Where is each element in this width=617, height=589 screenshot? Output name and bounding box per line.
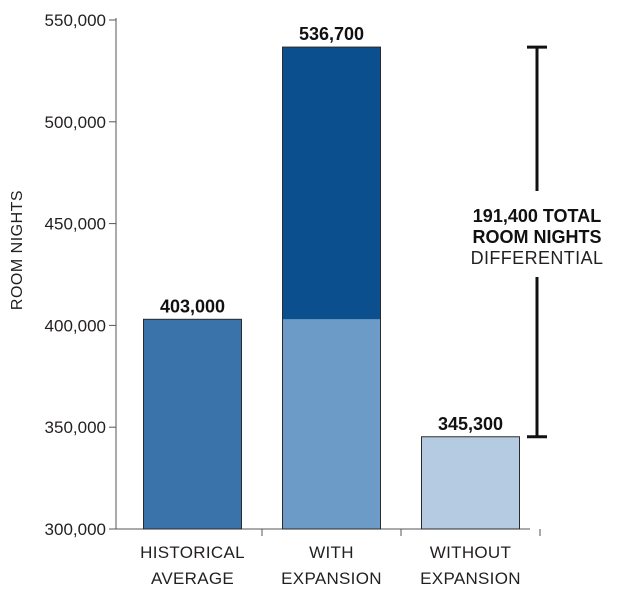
- bar: [143, 318, 242, 530]
- bar-base-segment: [282, 319, 381, 529]
- x-category-label-line2: EXPANSION: [281, 569, 382, 588]
- y-tick-label: 450,000: [45, 215, 106, 234]
- annotation-line2: ROOM NIGHTS: [473, 227, 602, 247]
- y-tick-label: 300,000: [45, 520, 106, 539]
- y-axis-title: ROOM NIGHTS: [9, 190, 26, 310]
- bar-value-label: 403,000: [160, 296, 225, 316]
- x-category-label-line1: WITH: [309, 543, 354, 562]
- annotation-line3: DIFFERENTIAL: [471, 248, 604, 268]
- x-category-label-line1: HISTORICAL: [140, 543, 245, 562]
- y-tick-label: 350,000: [45, 418, 106, 437]
- x-category-labels: HISTORICAL AVERAGE WITH EXPANSION WITHOUT EXP…: [140, 529, 541, 588]
- bars: [143, 46, 520, 530]
- x-category-label-line2: AVERAGE: [151, 569, 234, 588]
- bar-outline: [282, 46, 381, 530]
- annotation-line1: 191,400 TOTAL: [473, 206, 601, 226]
- bar-value-label: 345,300: [438, 414, 503, 434]
- x-category-label-line2: EXPANSION: [420, 569, 521, 588]
- bar-expansion-segment: [282, 47, 381, 320]
- bar-value-label: 536,700: [299, 24, 364, 44]
- x-category-label-line1: WITHOUT: [430, 543, 511, 562]
- y-tick-label: 500,000: [45, 113, 106, 132]
- y-ticks: 550,000 500,000 450,000 400,000 350,000 300,0…: [45, 11, 116, 539]
- y-tick-label: 400,000: [45, 316, 106, 335]
- bar: [421, 436, 520, 530]
- y-tick-label: 550,000: [45, 11, 106, 30]
- value-labels: 403,000 536,700 345,300: [160, 24, 503, 434]
